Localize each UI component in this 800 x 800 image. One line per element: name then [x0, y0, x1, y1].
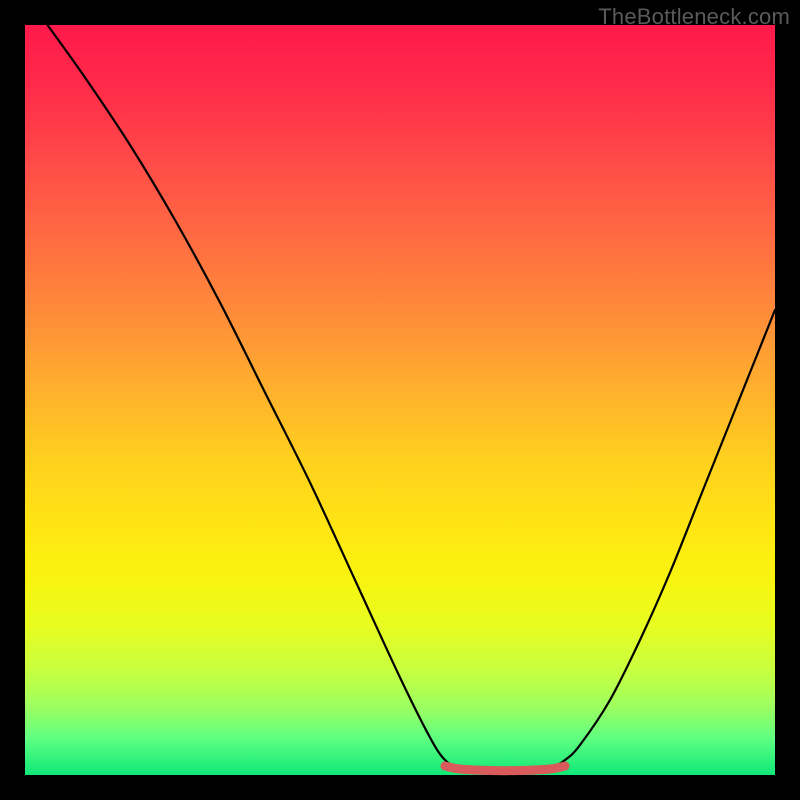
watermark-text: TheBottleneck.com: [598, 4, 790, 30]
optimal-range-indicator: [445, 766, 565, 771]
chart-background: [25, 25, 775, 775]
bottleneck-chart: [0, 0, 800, 800]
chart-container: TheBottleneck.com: [0, 0, 800, 800]
